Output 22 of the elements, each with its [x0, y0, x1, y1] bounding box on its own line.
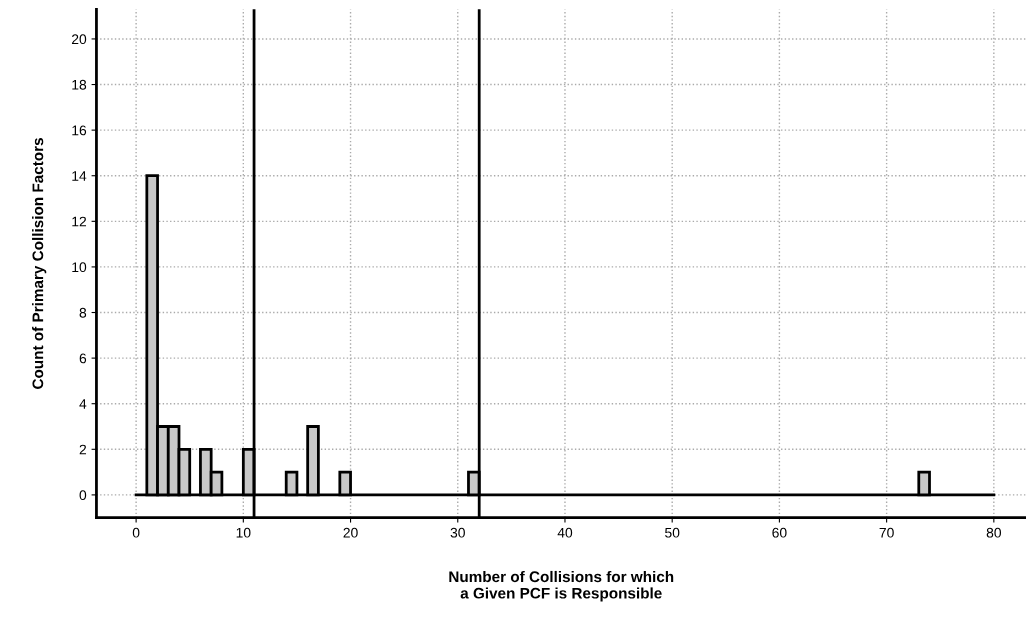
- y-tick-label: 20: [71, 34, 87, 45]
- y-axis-title: Count of Primary Collision Factors: [32, 138, 47, 389]
- x-tick-label: 40: [557, 527, 573, 538]
- x-tick-label: 70: [879, 527, 894, 538]
- x-tick-label: 0: [132, 527, 140, 538]
- x-tick-label: 50: [665, 527, 680, 538]
- x-tick-label: 60: [772, 527, 787, 538]
- x-tick-label: 20: [343, 527, 358, 538]
- y-tick-label: 2: [79, 444, 87, 455]
- y-tick-label: 10: [72, 262, 87, 273]
- y-tick-label: 16: [72, 125, 87, 136]
- y-tick-label: 12: [72, 216, 87, 227]
- y-tick-label: 0: [79, 490, 87, 501]
- x-tick-label: 80: [986, 527, 1002, 538]
- x-tick-label: 30: [450, 527, 465, 538]
- x-axis-title: Number of Collisions for which a Given PCF is Responsible: [449, 570, 674, 602]
- y-tick-label: 14: [72, 171, 87, 181]
- y-tick-label: 6: [79, 353, 87, 364]
- y-tick-label: 8: [79, 307, 87, 318]
- x-tick-label: 10: [236, 527, 251, 538]
- y-tick-label: 18: [72, 79, 87, 90]
- y-tick-label: 4: [79, 399, 87, 409]
